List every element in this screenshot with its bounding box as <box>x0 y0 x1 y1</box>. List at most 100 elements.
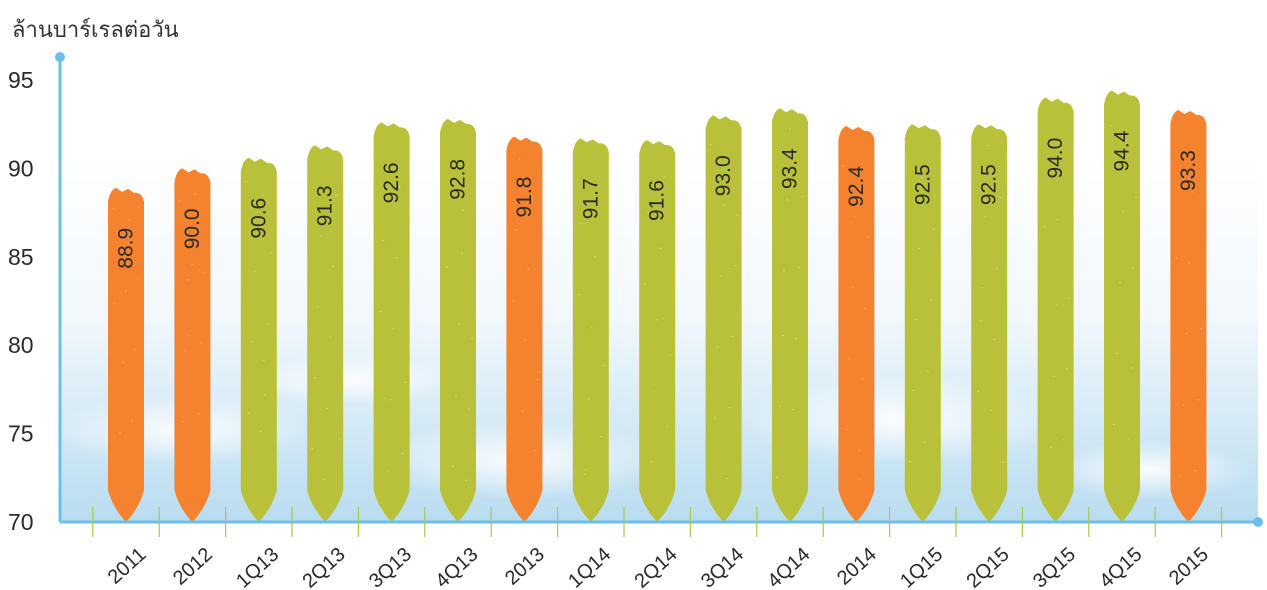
bar-texture-speck <box>188 335 191 337</box>
bar-3Q15 <box>1037 97 1074 523</box>
bar-texture-speck <box>719 275 722 277</box>
bar-texture-speck <box>338 438 341 440</box>
bar-texture-speck <box>908 461 911 462</box>
bar-texture-speck <box>656 319 659 321</box>
bar-texture-speck <box>184 350 187 352</box>
bar-texture-speck <box>1185 333 1188 335</box>
bar-texture-speck <box>580 223 583 225</box>
bar-texture-speck <box>650 461 653 463</box>
bar-2Q14 <box>639 140 676 522</box>
x-tick-label-2014: 2014 <box>833 543 881 589</box>
bar-texture-speck <box>386 470 389 472</box>
bar-texture-speck <box>1131 367 1133 369</box>
bar-texture-speck <box>735 214 738 216</box>
y-tick-label-90: 90 <box>8 155 34 181</box>
bar-texture-speck <box>392 328 395 330</box>
bars-group: 88.9 90.0 90.6 91.3 92.6 92.8 91.8 91.7 91.6 93.0… <box>108 90 1207 523</box>
bar-texture-speck <box>993 339 996 340</box>
bar-texture-speck <box>250 341 253 343</box>
bar-texture-speck <box>379 310 382 312</box>
bar-texture-speck <box>1188 262 1191 264</box>
bar-texture-speck <box>1182 404 1185 406</box>
bar-value-label-1Q14: 91.7 <box>579 178 602 219</box>
bar-texture-speck <box>590 327 593 329</box>
bar-texture-speck <box>389 399 392 401</box>
bar-texture-speck <box>710 143 713 145</box>
bar-texture-speck <box>112 207 114 209</box>
bar-texture-speck <box>1049 446 1052 448</box>
bar-texture-speck <box>792 409 794 411</box>
bar-texture-speck <box>1065 368 1068 370</box>
x-tick-label-3Q13: 3Q13 <box>365 543 416 590</box>
bar-texture-speck <box>512 300 515 302</box>
x-tick-label-4Q15: 4Q15 <box>1095 543 1146 590</box>
bar-texture-speck <box>262 359 265 361</box>
bar-texture-speck <box>1179 475 1182 477</box>
bar-texture-speck <box>984 216 987 218</box>
bar-texture-speck <box>842 165 845 167</box>
bar-3Q14 <box>705 115 742 523</box>
bar-texture-speck <box>256 199 259 201</box>
bar-texture-speck <box>1200 328 1203 330</box>
bar-value-label-4Q13: 92.8 <box>447 159 470 200</box>
bar-texture-speck <box>537 371 540 373</box>
bar-texture-speck <box>845 428 848 430</box>
bar-texture-speck <box>178 200 181 202</box>
bar-texture-speck <box>932 228 935 230</box>
bar-texture-speck <box>864 307 867 309</box>
bar-texture-speck <box>131 420 133 422</box>
bar-texture-speck <box>782 334 784 336</box>
bar-2013 <box>506 136 543 523</box>
bar-texture-speck <box>1055 304 1058 306</box>
bar-texture-speck <box>266 323 269 325</box>
bar-2Q13 <box>307 145 344 522</box>
bar-texture-speck <box>461 252 463 254</box>
bar-texture-speck <box>122 361 124 363</box>
bar-texture-speck <box>181 421 184 423</box>
bar-1Q15 <box>904 124 941 522</box>
bar-texture-speck <box>1056 219 1059 221</box>
bar-texture-speck <box>1052 375 1055 377</box>
bar-texture-speck <box>1119 282 1121 284</box>
bar-value-label-2013: 91.8 <box>513 177 536 218</box>
y-tick-label-70: 70 <box>8 509 34 535</box>
x-tick-label-2012: 2012 <box>169 543 217 589</box>
bar-texture-speck <box>200 342 203 344</box>
cloud-shape <box>1050 440 1250 500</box>
bar-texture-speck <box>116 231 118 233</box>
bar-value-label-1Q13: 90.6 <box>247 198 270 239</box>
bar-texture-speck <box>1125 140 1127 142</box>
bar-texture-speck <box>584 469 587 471</box>
bar-texture-speck <box>446 266 448 268</box>
bar-2015 <box>1170 110 1207 522</box>
bar-texture-speck <box>779 405 781 407</box>
bar-texture-speck <box>530 197 533 199</box>
bar-value-label-2012: 90.0 <box>181 208 204 249</box>
bar-texture-speck <box>1135 196 1137 198</box>
bar-texture-speck <box>659 248 662 250</box>
bar-texture-speck <box>203 271 206 273</box>
bar-texture-speck <box>795 338 797 340</box>
bar-texture-speck <box>713 417 716 419</box>
bar-texture-speck <box>382 239 385 241</box>
bar-value-label-4Q15: 94.4 <box>1111 130 1134 171</box>
bar-4Q13 <box>440 118 476 523</box>
bar-texture-speck <box>1059 148 1062 150</box>
bar-texture-speck <box>858 449 861 451</box>
x-tick-label-4Q14: 4Q14 <box>763 543 814 590</box>
x-tick-label-4Q13: 4Q13 <box>431 543 482 590</box>
bar-texture-speck <box>848 357 851 359</box>
bar-value-label-1Q15: 92.5 <box>911 164 934 205</box>
bar-texture-speck <box>398 186 401 188</box>
bar-texture-speck <box>259 430 262 432</box>
x-tick-label-1Q15: 1Q15 <box>896 543 947 590</box>
bar-texture-speck <box>728 407 731 409</box>
bar-texture-speck <box>663 176 666 178</box>
bar-texture-speck <box>1002 461 1005 463</box>
bar-texture-speck <box>653 390 656 392</box>
bar-texture-speck <box>332 265 335 267</box>
bar-texture-speck <box>644 283 647 285</box>
bar-texture-speck <box>1043 226 1046 228</box>
bar-texture-speck <box>647 212 650 214</box>
